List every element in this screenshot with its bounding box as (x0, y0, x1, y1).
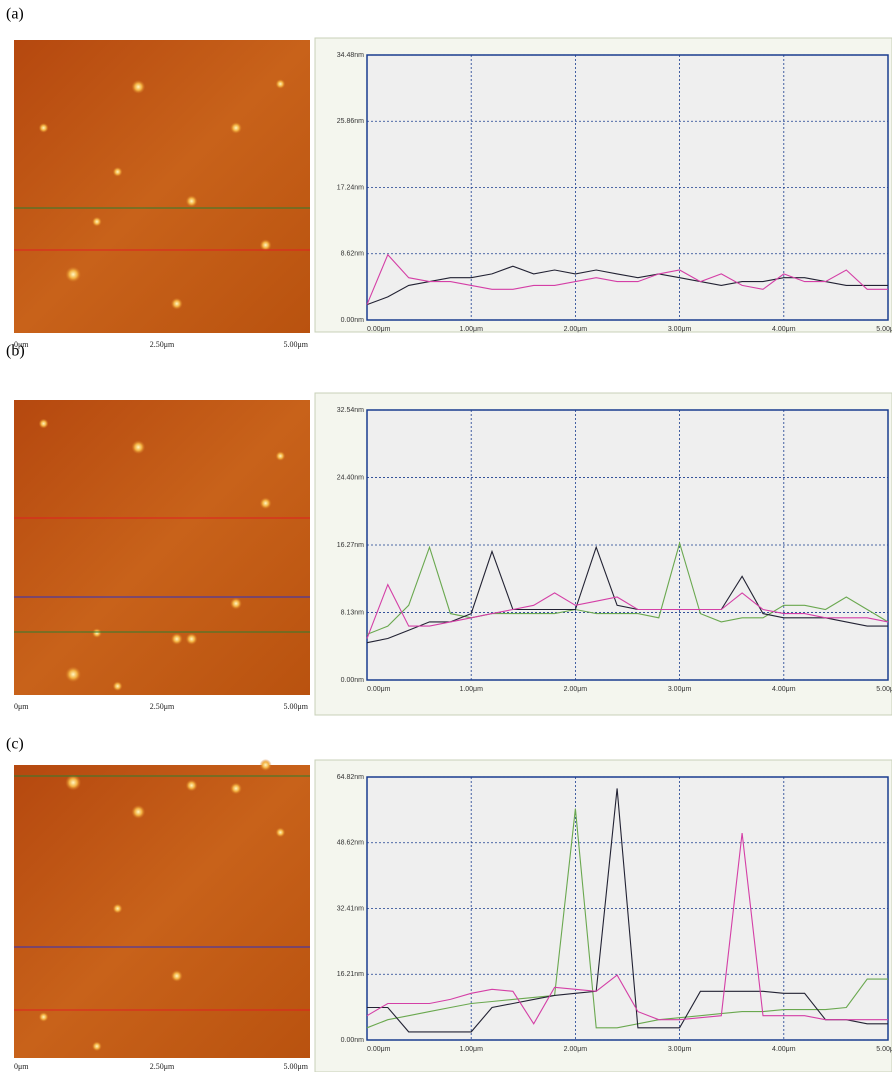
y-tick-label: 25.86nm (337, 118, 364, 125)
image-axis-label: 5.00μm (283, 340, 308, 349)
afm-feature (65, 266, 82, 283)
x-tick-label: 4.00μm (772, 686, 796, 693)
x-tick-label: 1.00μm (459, 686, 483, 693)
image-axis-label: 0μm (14, 340, 29, 349)
profile-line (366, 545, 888, 644)
y-tick-label: 8.13nm (341, 609, 365, 616)
afm-feature (112, 166, 123, 177)
afm-feature (259, 497, 272, 510)
afm-feature (91, 216, 102, 227)
profile-line (367, 788, 888, 1033)
y-tick-label: 0.00nm (341, 1037, 365, 1044)
afm-feature (185, 632, 198, 645)
y-tick-label: 64.82nm (337, 774, 364, 781)
y-tick-label: 16.21nm (337, 971, 364, 978)
afm-image (14, 765, 310, 1058)
y-tick-label: 0.00nm (341, 677, 365, 684)
afm-feature (170, 632, 183, 645)
image-axis-label: 2.50μm (150, 340, 175, 349)
x-tick-label: 4.00μm (772, 1046, 796, 1053)
afm-feature (65, 774, 82, 791)
afm-feature (38, 122, 49, 133)
y-tick-label: 34.48nm (337, 52, 364, 59)
x-tick-label: 4.00μm (772, 326, 796, 333)
afm-feature (112, 681, 123, 692)
x-tick-label: 3.00μm (668, 686, 692, 693)
x-tick-label: 2.00μm (564, 326, 588, 333)
y-tick-label: 32.54nm (337, 407, 364, 414)
x-tick-label: 5.00μm (876, 686, 892, 693)
x-tick-label: 0.00μm (367, 1046, 391, 1053)
y-tick-label: 8.62nm (341, 251, 365, 258)
afm-feature (275, 827, 286, 838)
y-tick-label: 32.41nm (337, 905, 364, 912)
y-tick-label: 17.24nm (337, 184, 364, 191)
profile-line (366, 265, 888, 306)
profile-line (366, 583, 889, 639)
afm-feature (131, 804, 146, 819)
image-axis-label: 5.00μm (283, 1062, 308, 1071)
x-tick-label: 5.00μm (876, 326, 892, 333)
afm-feature (170, 969, 183, 982)
afm-feature (259, 239, 272, 252)
x-tick-label: 5.00μm (876, 1046, 892, 1053)
afm-feature (170, 297, 183, 310)
afm-feature (131, 440, 146, 455)
image-axis-label: 0μm (14, 702, 29, 711)
image-axis-label: 5.00μm (283, 702, 308, 711)
y-tick-label: 24.40nm (337, 474, 364, 481)
afm-feature (259, 759, 272, 771)
afm-image (14, 40, 310, 333)
afm-feature (65, 666, 82, 683)
x-tick-label: 0.00μm (367, 686, 391, 693)
afm-feature (230, 121, 242, 134)
afm-feature (185, 195, 198, 208)
profile-line (366, 541, 889, 635)
x-tick-label: 0.00μm (367, 326, 391, 333)
image-axis-label: 2.50μm (150, 1062, 175, 1071)
y-tick-label: 16.27nm (337, 542, 364, 549)
x-tick-label: 1.00μm (459, 326, 483, 333)
profile-line (366, 253, 888, 305)
afm-feature (230, 597, 242, 610)
afm-feature (38, 1011, 49, 1022)
afm-feature (91, 1041, 102, 1052)
afm-feature (112, 903, 123, 914)
x-tick-label: 2.00μm (564, 686, 588, 693)
profile-line (366, 808, 888, 1029)
x-tick-label: 1.00μm (459, 1046, 483, 1053)
afm-feature (131, 79, 146, 94)
afm-feature (185, 779, 198, 792)
afm-feature (91, 628, 102, 639)
afm-feature (275, 78, 286, 89)
afm-image (14, 400, 310, 695)
image-axis-label: 2.50μm (150, 702, 175, 711)
afm-feature (230, 782, 242, 795)
panel-label: (b) (6, 343, 25, 360)
afm-feature (38, 418, 49, 429)
panel-label: (a) (6, 6, 24, 23)
panel-label: (c) (6, 736, 24, 753)
x-tick-label: 3.00μm (668, 326, 692, 333)
y-tick-label: 0.00nm (341, 317, 365, 324)
y-tick-label: 48.62nm (337, 840, 364, 847)
x-tick-label: 3.00μm (668, 1046, 692, 1053)
x-tick-label: 2.00μm (564, 1046, 588, 1053)
image-axis-label: 0μm (14, 1062, 29, 1071)
afm-feature (275, 451, 286, 462)
profile-line (366, 833, 888, 1025)
